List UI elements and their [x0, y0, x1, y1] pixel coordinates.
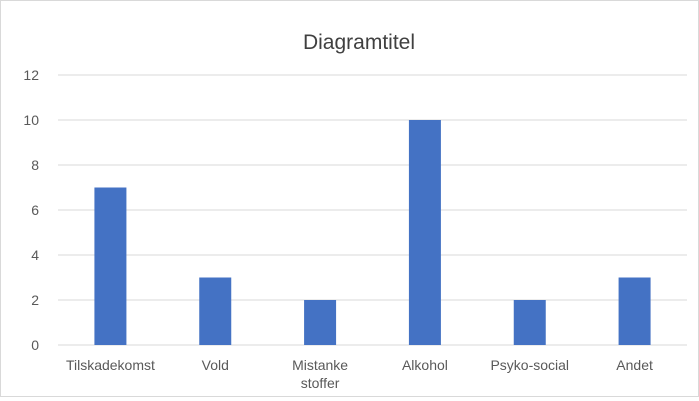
y-tick-label: 4 [31, 247, 39, 263]
x-tick-label: Vold [202, 357, 229, 373]
chart-title: Diagramtitel [303, 31, 415, 54]
y-axis-ticks: 0 2 4 6 8 10 12 [23, 67, 39, 353]
x-tick-label: Mistanke stoffer [292, 357, 348, 391]
x-tick-label-line: Vold [202, 357, 229, 373]
x-tick-label-line: Alkohol [402, 357, 448, 373]
bar-psyko-social [513, 300, 546, 345]
x-tick-label-line: Tilskadekomst [66, 357, 155, 373]
bar-vold [199, 277, 232, 345]
bar-alkohol [408, 120, 441, 345]
y-tick-label: 12 [23, 67, 39, 83]
y-tick-label: 0 [31, 337, 39, 353]
bar-andet [618, 277, 651, 345]
x-tick-label: Alkohol [402, 357, 448, 373]
y-tick-label: 10 [23, 112, 39, 128]
x-tick-label-line: Mistanke [292, 357, 348, 373]
bars [94, 120, 651, 345]
bar-mistanke-stoffer [304, 300, 337, 345]
y-tick-label: 8 [31, 157, 39, 173]
x-tick-label: Psyko-social [490, 357, 569, 373]
x-tick-label-line: Andet [616, 357, 653, 373]
x-tick-label: Tilskadekomst [66, 357, 155, 373]
x-tick-label: Andet [616, 357, 653, 373]
x-tick-label-line: Psyko-social [490, 357, 569, 373]
gridlines [58, 74, 687, 346]
x-axis-labels: Tilskadekomst Vold Mistanke stoffer Alkohol P… [66, 357, 653, 391]
y-tick-label: 6 [31, 202, 39, 218]
bar-tilskadekomst [94, 187, 127, 345]
x-tick-label-line: stoffer [301, 375, 340, 391]
y-tick-label: 2 [31, 292, 39, 308]
